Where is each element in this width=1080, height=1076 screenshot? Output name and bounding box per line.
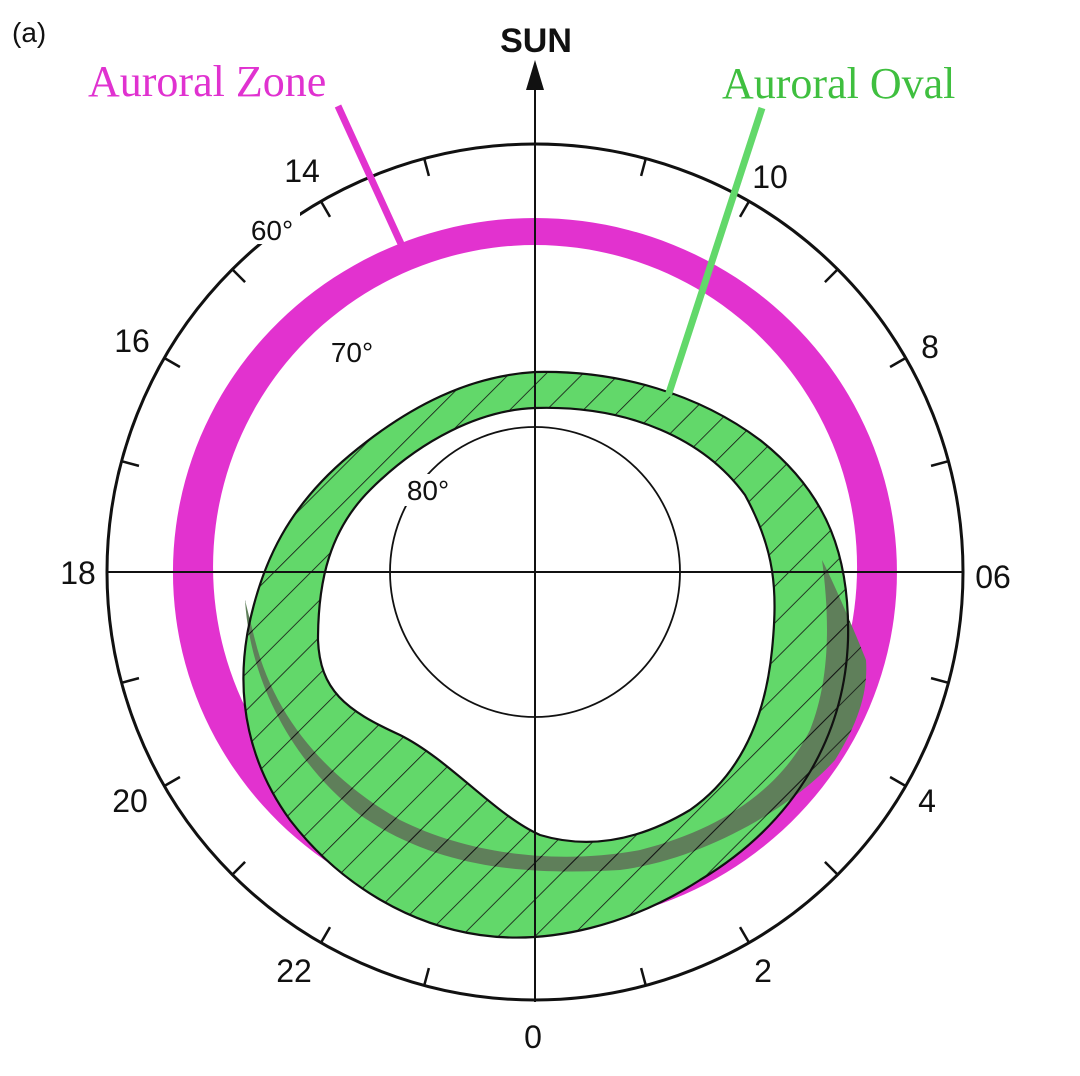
latitude-label-60: 60° <box>251 215 293 246</box>
hour-tick <box>319 200 332 218</box>
hour-tick <box>639 158 647 177</box>
hour-tick <box>319 926 332 944</box>
lat-70-bg <box>324 336 380 368</box>
hour-tick <box>121 460 140 468</box>
lat-80-bg <box>400 474 456 506</box>
panel-label: (a) <box>12 17 46 48</box>
hour-tick <box>639 967 647 986</box>
hour-label-16: 16 <box>114 323 150 359</box>
hour-ticks <box>121 158 949 986</box>
hour-tick <box>738 200 751 218</box>
oval-inner-outline <box>316 406 776 843</box>
sun-arrow-icon <box>526 60 544 90</box>
hour-label-8: 8 <box>921 329 939 365</box>
auroral-oval-label: Auroral Oval <box>722 59 955 108</box>
hour-tick <box>121 676 140 684</box>
zone-leader-line <box>334 104 406 248</box>
sun-label: SUN <box>500 22 572 60</box>
hour-tick <box>824 861 839 876</box>
latitude-label-80: 80° <box>407 475 449 506</box>
hour-tick <box>423 158 431 177</box>
oval-outline <box>242 370 850 939</box>
hour-tick <box>889 775 907 788</box>
hour-label-22: 22 <box>276 953 312 989</box>
hour-tick <box>738 926 751 944</box>
hour-label-4: 4 <box>918 783 936 819</box>
hour-tick <box>163 356 181 369</box>
hour-label-20: 20 <box>112 783 148 819</box>
hour-tick <box>231 268 246 283</box>
auroral-zone-label: Auroral Zone <box>88 57 326 106</box>
hour-tick <box>930 676 949 684</box>
lat-60-bg <box>244 212 300 244</box>
hour-label-18: 18 <box>60 555 96 591</box>
oval-leader-line <box>664 106 766 398</box>
hour-tick <box>930 460 949 468</box>
auroral-oval-hatching <box>243 371 849 938</box>
hour-label-06: 06 <box>975 559 1011 595</box>
hour-label-14: 14 <box>284 153 320 189</box>
hour-tick <box>889 356 907 369</box>
hour-tick <box>163 775 181 788</box>
hour-tick <box>231 861 246 876</box>
hour-label-10: 10 <box>752 159 788 195</box>
hour-tick <box>824 268 839 283</box>
latitude-label-70: 70° <box>331 337 373 368</box>
hour-label-0: 0 <box>524 1019 542 1055</box>
hour-tick <box>423 967 431 986</box>
hour-label-2: 2 <box>754 953 772 989</box>
